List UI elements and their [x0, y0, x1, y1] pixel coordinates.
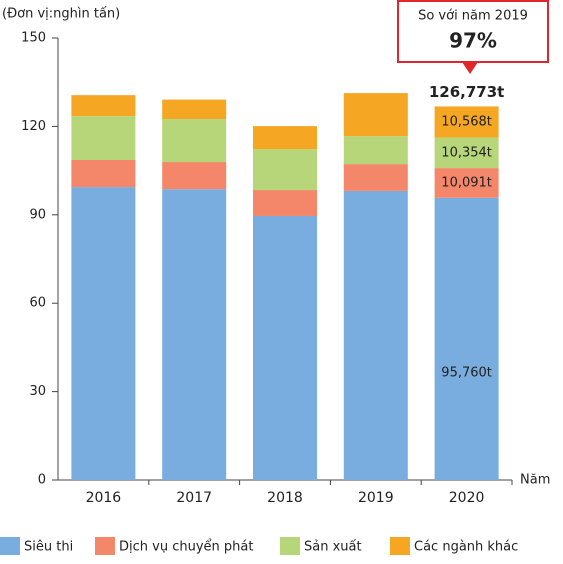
callout-pointer — [462, 62, 478, 74]
bar-segment — [71, 116, 136, 160]
legend-swatch — [280, 537, 300, 555]
x-tick-label: 2019 — [358, 490, 394, 506]
x-axis-label: Năm — [520, 473, 550, 488]
x-tick-label: 2016 — [86, 490, 122, 506]
y-tick-label: 90 — [29, 207, 46, 222]
bar-segment — [343, 136, 408, 165]
bar-segment — [434, 197, 499, 480]
value-label: 10,354t — [441, 145, 492, 160]
bar-segment — [253, 190, 317, 216]
y-tick-label: 150 — [21, 31, 46, 46]
value-label: 95,760t — [441, 365, 492, 380]
legend-swatch — [95, 537, 115, 555]
bar-segment — [71, 95, 136, 117]
bar-segment — [343, 190, 408, 480]
y-tick-label: 30 — [29, 384, 46, 399]
legend-label: Sản xuất — [304, 540, 362, 555]
bar-segment — [253, 215, 317, 480]
value-label: 10,091t — [441, 175, 492, 190]
callout-value: 97% — [449, 29, 497, 53]
legend-label: Các ngành khác — [414, 540, 518, 555]
bar-segment — [343, 164, 408, 191]
bar-segment — [162, 119, 227, 163]
legend-label: Dịch vụ chuyển phát — [119, 540, 253, 555]
y-tick-label: 120 — [21, 119, 46, 134]
y-axis-label: (Đơn vị:nghìn tấn) — [2, 7, 120, 22]
callout-box — [397, 0, 549, 63]
bar-segment — [434, 168, 499, 198]
callout-text: So với năm 2019 — [418, 9, 528, 24]
y-tick-label: 0 — [38, 473, 46, 488]
bar-segment — [434, 106, 499, 138]
legend-swatch — [0, 537, 20, 555]
y-tick-label: 60 — [29, 296, 46, 311]
bar-segment — [434, 137, 499, 169]
bar-segment — [71, 187, 136, 481]
bar-segment — [253, 126, 317, 150]
x-tick-label: 2020 — [449, 490, 485, 506]
bar-segment — [162, 162, 227, 190]
total-label: 126,773t — [429, 83, 505, 101]
x-tick-label: 2017 — [176, 490, 212, 506]
value-label: 10,568t — [441, 115, 492, 130]
legend-swatch — [390, 537, 410, 555]
bar-segment — [253, 149, 317, 191]
bar-segment — [343, 93, 408, 137]
legend-label: Siêu thi — [24, 540, 73, 555]
bar-segment — [162, 99, 227, 120]
x-tick-label: 2018 — [267, 490, 303, 506]
bar-segment — [162, 189, 227, 480]
bar-segment — [71, 159, 136, 188]
